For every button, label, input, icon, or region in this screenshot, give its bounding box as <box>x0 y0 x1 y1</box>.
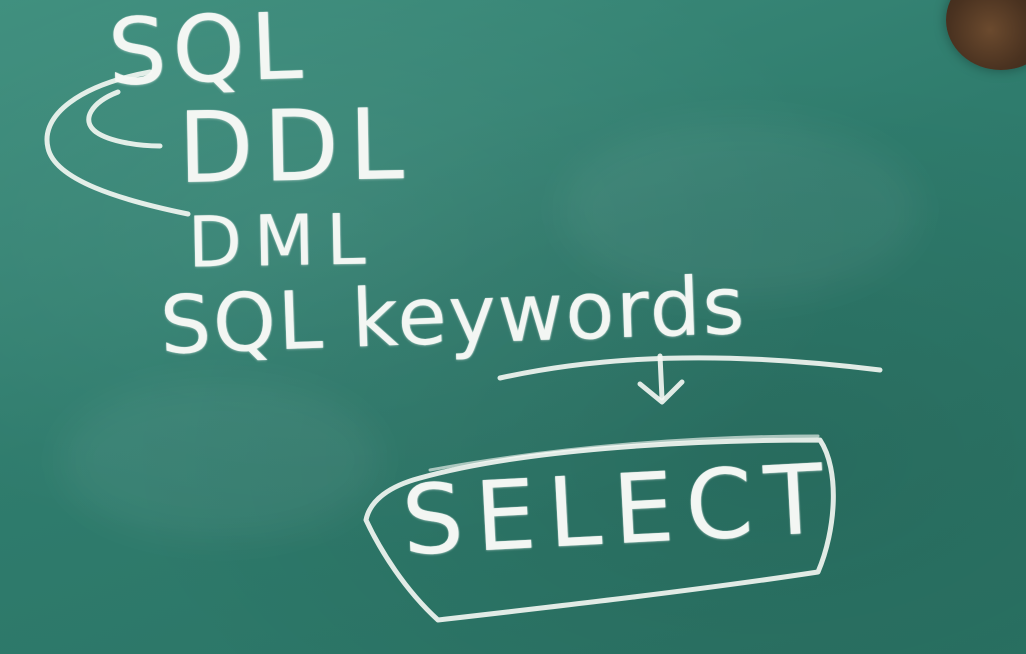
keywords-underline-stroke <box>497 355 883 381</box>
ddl-bracket-stroke <box>86 89 163 149</box>
curved-bracket-stroke <box>44 69 191 217</box>
chalk-term-ddl: DDL <box>177 87 415 207</box>
select-box-stroke <box>363 437 836 623</box>
down-arrow-shaft <box>657 353 665 401</box>
down-arrow-head <box>637 379 685 405</box>
chalk-phrase-sql-keywords: SQL keywords <box>158 258 748 373</box>
select-box-stroke <box>428 434 820 472</box>
chalk-term-dml: DML <box>187 198 378 284</box>
chalk-term-sql: SQL <box>106 0 310 107</box>
chalk-term-select: SELECT <box>399 442 839 578</box>
